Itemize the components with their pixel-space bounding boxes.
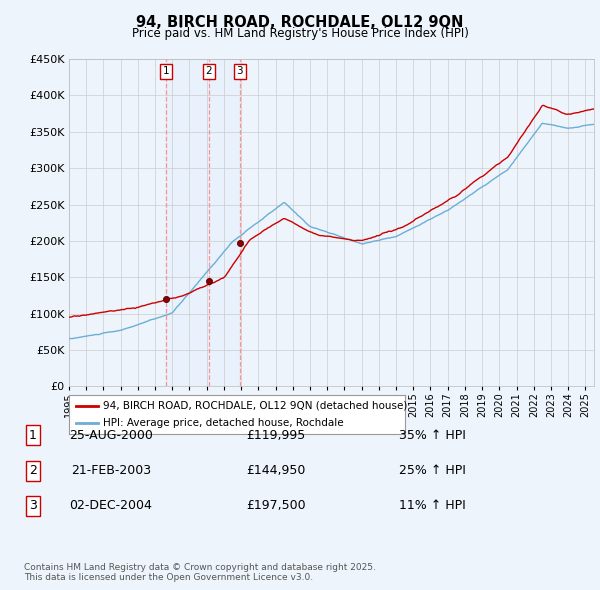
- Text: 1: 1: [163, 66, 170, 76]
- Text: 1: 1: [29, 428, 37, 442]
- Text: This data is licensed under the Open Government Licence v3.0.: This data is licensed under the Open Gov…: [24, 572, 313, 582]
- Text: £119,995: £119,995: [247, 428, 305, 442]
- Text: 3: 3: [236, 66, 243, 76]
- Text: 94, BIRCH ROAD, ROCHDALE, OL12 9QN (detached house): 94, BIRCH ROAD, ROCHDALE, OL12 9QN (deta…: [103, 401, 407, 411]
- Text: HPI: Average price, detached house, Rochdale: HPI: Average price, detached house, Roch…: [103, 418, 343, 428]
- Text: Price paid vs. HM Land Registry's House Price Index (HPI): Price paid vs. HM Land Registry's House …: [131, 27, 469, 40]
- Text: 35% ↑ HPI: 35% ↑ HPI: [398, 428, 466, 442]
- Text: 3: 3: [29, 499, 37, 513]
- Text: 21-FEB-2003: 21-FEB-2003: [71, 464, 151, 477]
- Text: 25% ↑ HPI: 25% ↑ HPI: [398, 464, 466, 477]
- Text: Contains HM Land Registry data © Crown copyright and database right 2025.: Contains HM Land Registry data © Crown c…: [24, 563, 376, 572]
- Text: 11% ↑ HPI: 11% ↑ HPI: [398, 499, 466, 513]
- Text: 2: 2: [206, 66, 212, 76]
- Text: 25-AUG-2000: 25-AUG-2000: [69, 428, 153, 442]
- Text: 94, BIRCH ROAD, ROCHDALE, OL12 9QN: 94, BIRCH ROAD, ROCHDALE, OL12 9QN: [136, 15, 464, 30]
- Text: £144,950: £144,950: [247, 464, 305, 477]
- Text: £197,500: £197,500: [246, 499, 306, 513]
- Text: 2: 2: [29, 464, 37, 477]
- Bar: [166, 59, 240, 386]
- Text: 02-DEC-2004: 02-DEC-2004: [70, 499, 152, 513]
